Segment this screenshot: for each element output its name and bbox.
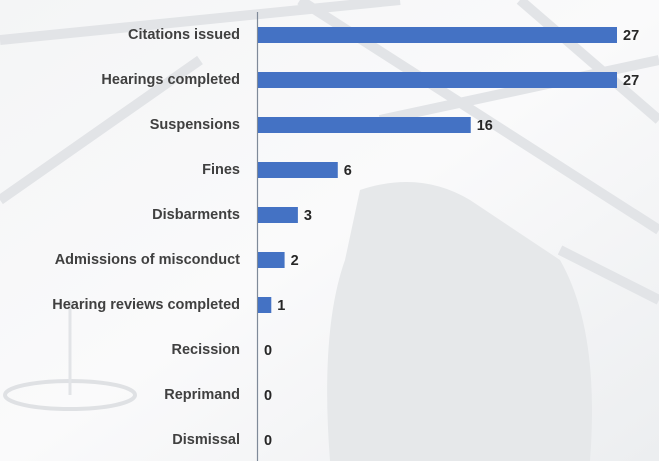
category-label: Citations issued <box>128 27 240 43</box>
category-label: Disbarments <box>152 207 240 223</box>
category-label: Admissions of misconduct <box>55 252 240 268</box>
bar <box>258 27 617 43</box>
category-label: Hearing reviews completed <box>52 297 240 313</box>
category-label: Suspensions <box>150 117 240 133</box>
bar <box>258 297 271 313</box>
value-label: 3 <box>304 208 312 224</box>
category-label: Dismissal <box>172 432 240 448</box>
category-label: Recission <box>172 342 241 358</box>
value-label: 27 <box>623 28 639 44</box>
value-label: 0 <box>264 433 272 449</box>
category-label: Fines <box>202 162 240 178</box>
category-label: Hearings completed <box>101 72 240 88</box>
bar <box>258 117 471 133</box>
value-label: 1 <box>277 298 285 314</box>
bar <box>258 72 617 88</box>
value-label: 27 <box>623 73 639 89</box>
value-label: 0 <box>264 388 272 404</box>
bar <box>258 162 338 178</box>
chart: Citations issued 27 Hearings completed 27 Su… <box>0 0 659 461</box>
category-label: Reprimand <box>164 387 240 403</box>
value-label: 2 <box>291 253 299 269</box>
value-label: 6 <box>344 163 352 179</box>
value-label: 16 <box>477 118 493 134</box>
bar <box>258 207 298 223</box>
bar <box>258 252 285 268</box>
value-label: 0 <box>264 343 272 359</box>
